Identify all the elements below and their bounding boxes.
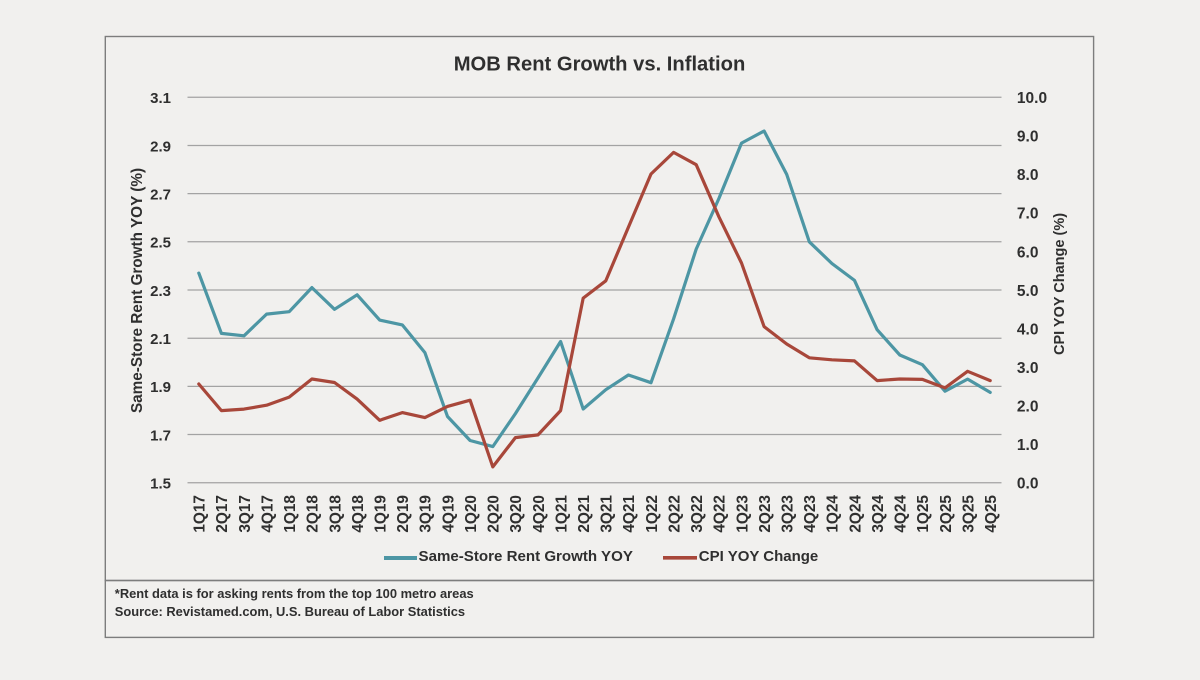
svg-text:2Q23: 2Q23 xyxy=(757,495,774,533)
svg-text:1.7: 1.7 xyxy=(150,427,171,444)
svg-text:9.0: 9.0 xyxy=(1017,129,1039,146)
svg-text:3Q22: 3Q22 xyxy=(689,495,706,533)
svg-text:1.0: 1.0 xyxy=(1017,437,1039,454)
svg-text:1Q23: 1Q23 xyxy=(734,495,751,533)
svg-text:4Q23: 4Q23 xyxy=(802,495,819,533)
svg-text:2Q18: 2Q18 xyxy=(305,495,322,533)
svg-text:2Q22: 2Q22 xyxy=(666,495,683,533)
svg-text:2Q25: 2Q25 xyxy=(938,495,955,533)
svg-text:1Q22: 1Q22 xyxy=(644,495,661,533)
svg-text:2Q24: 2Q24 xyxy=(847,495,864,533)
svg-text:3Q19: 3Q19 xyxy=(418,495,435,533)
svg-text:4Q17: 4Q17 xyxy=(259,495,276,533)
svg-text:4Q22: 4Q22 xyxy=(712,495,729,533)
svg-text:4Q20: 4Q20 xyxy=(531,495,548,533)
svg-text:8.0: 8.0 xyxy=(1017,167,1039,184)
svg-text:4Q21: 4Q21 xyxy=(621,495,638,533)
svg-text:3Q20: 3Q20 xyxy=(508,495,525,533)
svg-text:2.1: 2.1 xyxy=(150,331,171,348)
svg-text:3.0: 3.0 xyxy=(1017,360,1039,377)
svg-text:Same-Store Rent Growth YOY: Same-Store Rent Growth YOY xyxy=(419,548,633,565)
svg-text:2.7: 2.7 xyxy=(150,186,171,203)
svg-text:1.9: 1.9 xyxy=(150,379,171,396)
svg-text:4Q24: 4Q24 xyxy=(893,495,910,533)
svg-text:3.1: 3.1 xyxy=(150,90,171,107)
svg-text:3Q18: 3Q18 xyxy=(327,495,344,533)
svg-text:1Q21: 1Q21 xyxy=(553,495,570,533)
svg-text:2.0: 2.0 xyxy=(1017,398,1039,415)
svg-text:3Q25: 3Q25 xyxy=(960,495,977,533)
svg-text:4Q18: 4Q18 xyxy=(350,495,367,533)
svg-text:2.5: 2.5 xyxy=(150,235,171,252)
svg-text:7.0: 7.0 xyxy=(1017,206,1039,223)
svg-text:2Q21: 2Q21 xyxy=(576,495,593,533)
svg-text:4Q25: 4Q25 xyxy=(983,495,1000,533)
svg-text:4.0: 4.0 xyxy=(1017,321,1039,338)
svg-text:Source: Revistamed.com, U.S. B: Source: Revistamed.com, U.S. Bureau of L… xyxy=(115,604,465,619)
svg-text:1.5: 1.5 xyxy=(150,476,171,493)
svg-text:5.0: 5.0 xyxy=(1017,283,1039,300)
svg-text:2.3: 2.3 xyxy=(150,283,171,300)
svg-text:Same-Store Rent Growth YOY (%): Same-Store Rent Growth YOY (%) xyxy=(129,168,146,413)
svg-text:3Q21: 3Q21 xyxy=(599,495,616,533)
svg-text:CPI YOY Change: CPI YOY Change xyxy=(699,548,818,565)
svg-text:MOB Rent Growth vs. Inflation: MOB Rent Growth vs. Inflation xyxy=(454,54,746,76)
svg-text:2Q19: 2Q19 xyxy=(395,495,412,533)
svg-text:3Q17: 3Q17 xyxy=(237,495,254,533)
svg-text:3Q23: 3Q23 xyxy=(780,495,797,533)
svg-text:4Q19: 4Q19 xyxy=(440,495,457,533)
svg-text:3Q24: 3Q24 xyxy=(870,495,887,533)
svg-text:*Rent data is for asking rents: *Rent data is for asking rents from the … xyxy=(115,586,474,601)
svg-text:1Q20: 1Q20 xyxy=(463,495,480,533)
svg-text:2Q17: 2Q17 xyxy=(214,495,231,533)
svg-text:0.0: 0.0 xyxy=(1017,476,1039,493)
svg-text:1Q24: 1Q24 xyxy=(825,495,842,533)
svg-text:1Q19: 1Q19 xyxy=(373,495,390,533)
svg-text:1Q25: 1Q25 xyxy=(915,495,932,533)
svg-text:2.9: 2.9 xyxy=(150,138,171,155)
svg-text:6.0: 6.0 xyxy=(1017,244,1039,261)
svg-text:1Q18: 1Q18 xyxy=(282,495,299,533)
svg-text:2Q20: 2Q20 xyxy=(486,495,503,533)
svg-text:1Q17: 1Q17 xyxy=(192,495,209,533)
svg-text:10.0: 10.0 xyxy=(1017,90,1047,107)
svg-text:CPI YOY Change (%): CPI YOY Change (%) xyxy=(1052,213,1068,355)
